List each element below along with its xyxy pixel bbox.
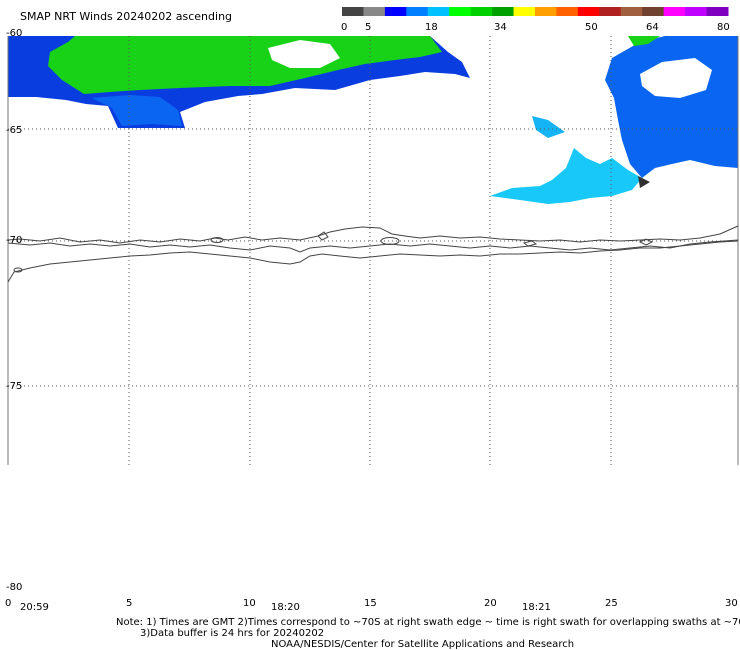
time-label-2059: 20:59 [20,602,49,613]
pass-time-labels: 20:59 18:20 18:21 [20,602,551,613]
colorbar-label-18: 18 [425,22,438,33]
colorbar-segment [599,7,622,16]
note-line-1: Note: 1) Times are GMT 2)Times correspon… [116,617,740,628]
colorbar-label-50: 50 [585,22,598,33]
lon-label-5: 5 [126,598,132,609]
colorbar-segment [620,7,643,16]
colorbar-segment [663,7,686,16]
wind-speed-colorbar [342,7,729,16]
swath-right-cyan [490,148,642,204]
colorbar-segment [427,7,450,16]
swath-left-midblue [92,95,182,126]
colorbar-label-0: 0 [341,22,347,33]
lon-label-10: 10 [243,598,256,609]
colorbar-segment [406,7,429,16]
lat-label-75: -75 [6,381,22,392]
note-line-3: NOAA/NESDIS/Center for Satellite Applica… [271,639,575,650]
lon-label-25: 25 [605,598,618,609]
swath-right-dark-tip [638,176,650,188]
latitude-labels: -60 -65 -70 -75 -80 [6,28,22,593]
lon-label-20: 20 [484,598,497,609]
swath-left-green [48,36,442,94]
colorbar-label-64: 64 [646,22,659,33]
colorbar-segment [492,7,515,16]
lat-label-65: -65 [6,125,22,136]
colorbar-segment [384,7,407,16]
wind-swaths [8,36,738,204]
colorbar-segment [513,7,536,16]
swath-right-blue [605,36,738,178]
colorbar-segment [363,7,386,16]
colorbar-label-5: 5 [365,22,371,33]
time-label-1821: 18:21 [522,602,551,613]
colorbar-label-80: 80 [717,22,730,33]
note-line-2: 3)Data buffer is 24 hrs for 20240202 [140,628,325,639]
colorbar-segment [342,7,364,16]
lon-label-15: 15 [364,598,377,609]
lon-label-30: 30 [725,598,738,609]
swath-right-cyan-patch [532,116,565,138]
swath-right-green [628,36,660,46]
colorbar-segment [706,7,729,16]
antarctic-coastline [7,225,739,283]
colorbar-segment [642,7,665,16]
colorbar-segment [449,7,472,16]
lat-label-60: -60 [6,28,22,39]
colorbar-segment [535,7,557,16]
longitude-labels: 0 5 10 15 20 25 30 [5,598,738,609]
swath-left-gap [268,40,340,68]
colorbar-segment [685,7,708,16]
map-title: SMAP NRT Winds 20240202 ascending [20,10,232,23]
colorbar-segment [556,7,579,16]
colorbar-label-34: 34 [494,22,507,33]
colorbar-labels: 0 5 18 34 50 64 80 [341,22,730,33]
time-label-1820: 18:20 [271,602,300,613]
colorbar-segment [577,7,600,16]
lat-label-70: -70 [6,235,22,246]
lat-label-80: -80 [6,582,22,593]
colorbar-segment [470,7,493,16]
swath-right-gap [640,58,712,98]
lon-label-0: 0 [5,598,11,609]
